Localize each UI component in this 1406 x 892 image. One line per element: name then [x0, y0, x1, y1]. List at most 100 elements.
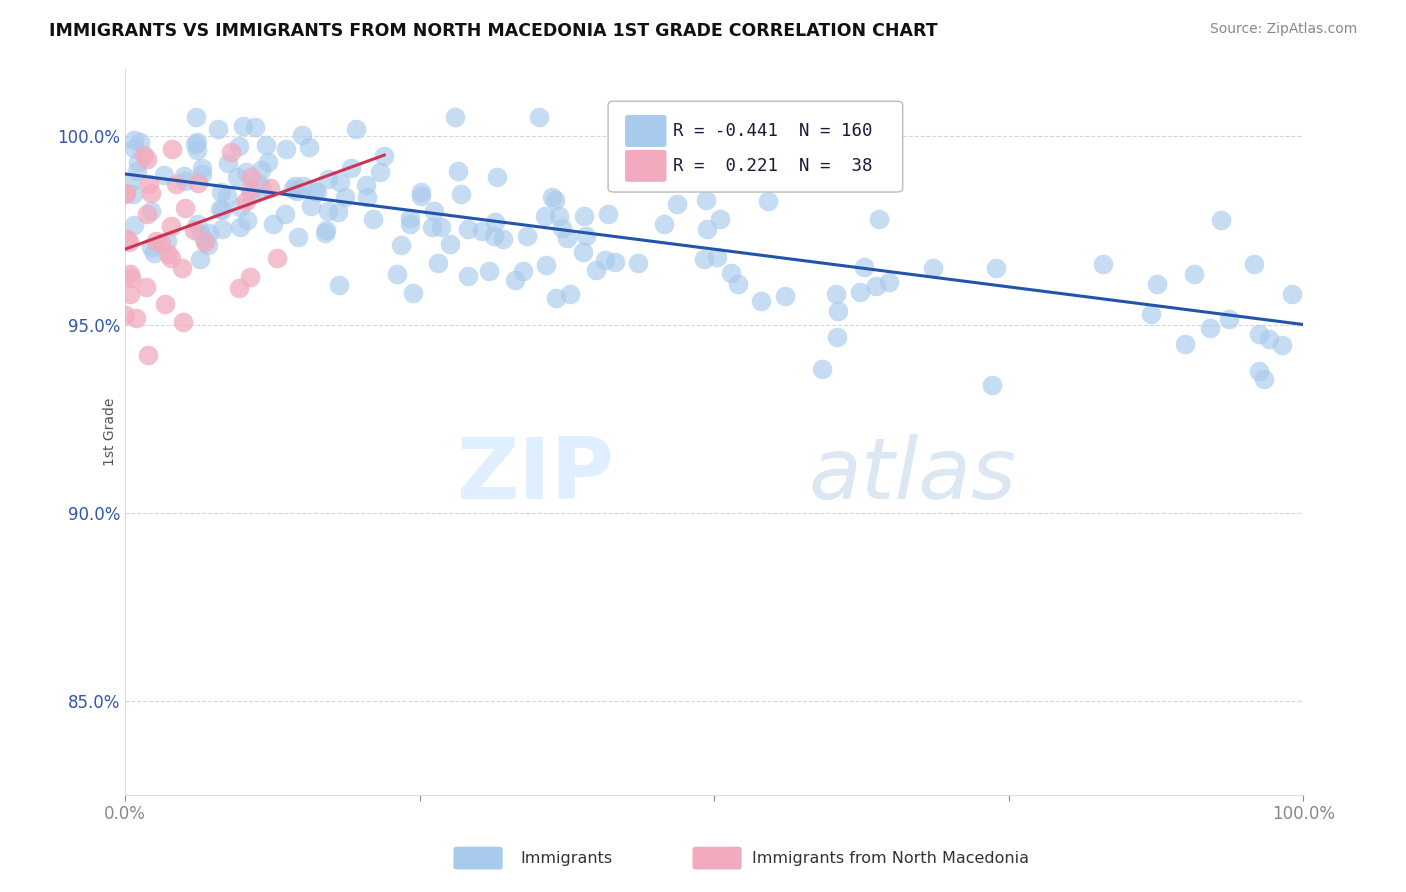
Point [287, 229, 309, 244]
Point [165, 177, 187, 191]
Point [139, 240, 162, 254]
Point [132, 148, 155, 162]
Point [652, 217, 675, 231]
Point [266, 251, 288, 265]
FancyBboxPatch shape [626, 116, 666, 146]
Point [136, 206, 159, 220]
Point [409, 188, 432, 202]
Point [852, 260, 875, 275]
Point [245, 120, 267, 135]
Point [120, 286, 142, 301]
Point [235, 212, 257, 227]
Point [1139, 307, 1161, 321]
Point [585, 263, 607, 277]
Point [328, 278, 350, 293]
Point [1182, 268, 1205, 282]
Point [492, 232, 515, 246]
Point [409, 185, 432, 199]
Point [139, 204, 162, 219]
Point [387, 268, 409, 282]
Point [555, 230, 578, 244]
Point [527, 111, 550, 125]
Point [541, 189, 564, 203]
Point [426, 255, 449, 269]
Point [209, 185, 232, 199]
Point [235, 165, 257, 179]
Point [173, 202, 195, 216]
Point [720, 266, 742, 280]
Point [291, 128, 314, 143]
Point [1209, 213, 1232, 227]
Text: Immigrants from North Macedonia: Immigrants from North Macedonia [752, 851, 1029, 865]
Point [122, 141, 145, 155]
Point [1257, 331, 1279, 345]
Point [184, 136, 207, 151]
Point [572, 244, 595, 259]
Point [240, 186, 263, 201]
Point [1281, 287, 1303, 301]
Point [285, 184, 308, 198]
Point [120, 271, 142, 285]
FancyBboxPatch shape [626, 151, 666, 181]
Point [160, 142, 183, 156]
Point [239, 169, 262, 184]
Point [1249, 364, 1271, 378]
Point [114, 308, 136, 322]
Point [981, 378, 1004, 392]
Point [115, 232, 138, 246]
Point [534, 258, 557, 272]
Point [727, 277, 749, 291]
Point [485, 170, 508, 185]
Point [318, 204, 340, 219]
Point [503, 273, 526, 287]
Point [1253, 372, 1275, 386]
Point [229, 200, 252, 214]
Text: Immigrants: Immigrants [520, 851, 613, 865]
Point [138, 177, 160, 191]
Point [122, 187, 145, 202]
Point [228, 138, 250, 153]
Point [125, 310, 148, 325]
Point [716, 170, 738, 185]
Point [457, 269, 479, 284]
Point [544, 193, 567, 207]
Point [135, 280, 157, 294]
Point [1146, 277, 1168, 292]
Point [1271, 338, 1294, 352]
Point [512, 264, 534, 278]
Point [186, 143, 208, 157]
Point [281, 182, 304, 196]
Point [228, 281, 250, 295]
Point [173, 173, 195, 187]
Point [143, 246, 166, 260]
Point [122, 133, 145, 147]
Text: R = -0.441  N = 160: R = -0.441 N = 160 [673, 122, 872, 140]
Point [127, 155, 149, 169]
Point [572, 209, 595, 223]
Point [391, 238, 413, 252]
Point [186, 218, 208, 232]
Point [207, 122, 229, 136]
Point [247, 177, 270, 191]
Point [706, 251, 728, 265]
Point [125, 163, 148, 178]
Point [429, 220, 451, 235]
Point [560, 287, 582, 301]
Point [329, 175, 352, 189]
Point [1174, 337, 1197, 351]
Point [114, 186, 136, 201]
Point [314, 226, 336, 240]
Point [401, 286, 423, 301]
Point [695, 194, 717, 208]
Point [603, 255, 626, 269]
Point [191, 161, 214, 175]
Point [239, 269, 262, 284]
Point [575, 228, 598, 243]
Point [156, 235, 179, 249]
Point [457, 222, 479, 236]
Text: R =  0.221  N =  38: R = 0.221 N = 38 [673, 157, 872, 175]
Point [114, 186, 136, 200]
Point [172, 315, 194, 329]
Y-axis label: 1st Grade: 1st Grade [103, 398, 117, 466]
Point [516, 228, 538, 243]
